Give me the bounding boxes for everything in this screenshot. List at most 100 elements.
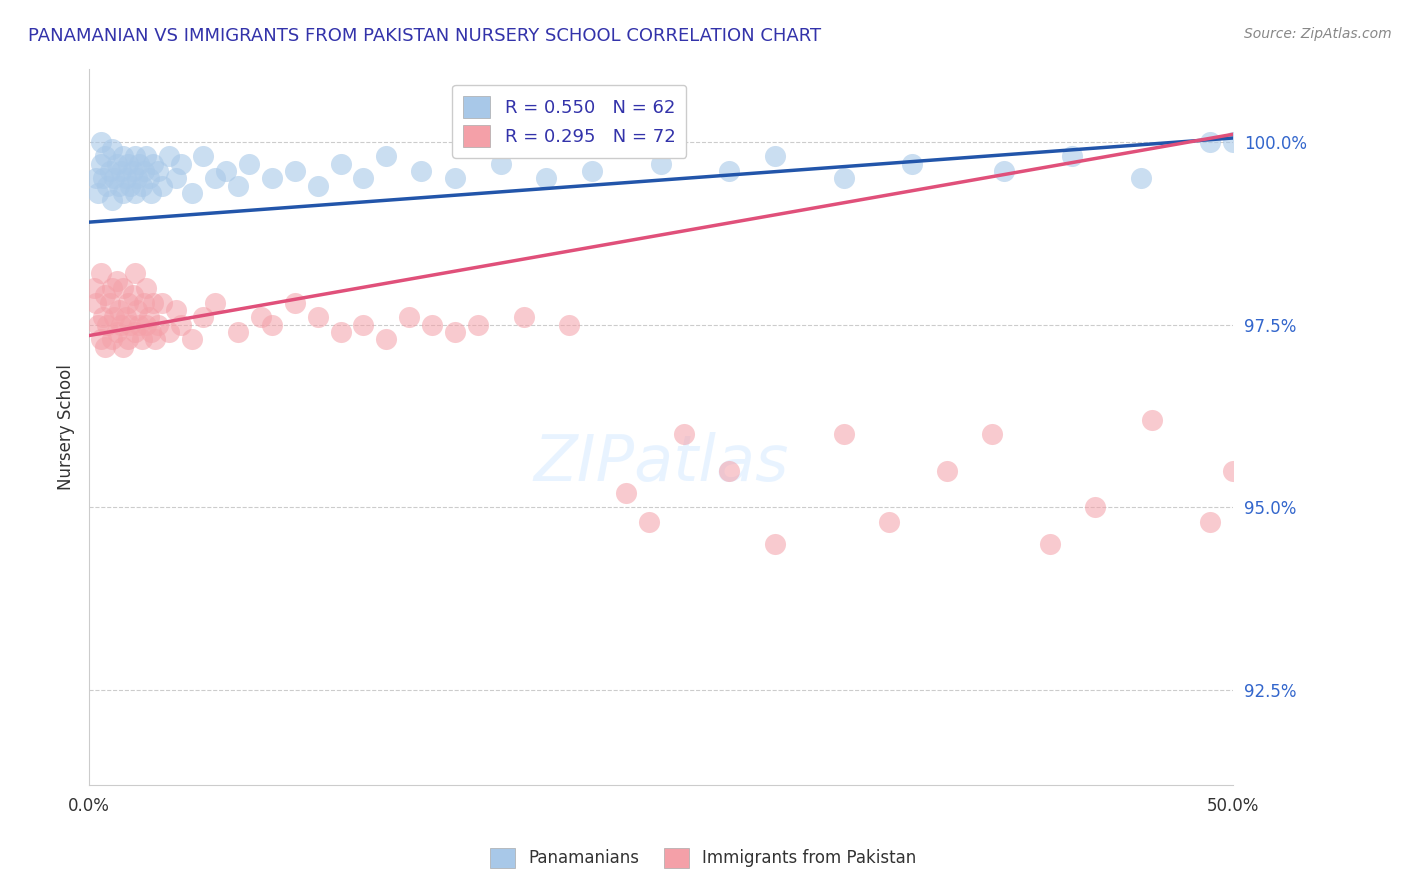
Point [103, 171, 125, 186]
Point [169, 156, 191, 170]
Point [284, 164, 307, 178]
Point [165, 171, 187, 186]
Point [1142, 412, 1164, 426]
Point [98, 295, 121, 310]
Point [204, 295, 226, 310]
Point [981, 427, 1004, 442]
Point [1038, 537, 1060, 551]
Point [558, 318, 581, 332]
Point [94, 149, 117, 163]
Point [375, 332, 398, 346]
Point [204, 171, 226, 186]
Point [121, 164, 143, 178]
Point [132, 295, 155, 310]
Point [1198, 515, 1220, 529]
Point [260, 171, 283, 186]
Point [444, 325, 467, 339]
Point [89, 135, 111, 149]
Point [84, 295, 107, 310]
Point [135, 281, 157, 295]
Point [103, 310, 125, 325]
Point [150, 295, 173, 310]
Point [832, 427, 855, 442]
Point [101, 332, 124, 346]
Point [135, 149, 157, 163]
Point [127, 302, 149, 317]
Point [512, 310, 534, 325]
Point [128, 318, 150, 332]
Point [650, 156, 672, 170]
Point [1198, 135, 1220, 149]
Point [489, 156, 512, 170]
Point [181, 186, 204, 200]
Point [127, 171, 149, 186]
Point [132, 164, 155, 178]
Legend: R = 0.550   N = 62, R = 0.295   N = 72: R = 0.550 N = 62, R = 0.295 N = 72 [453, 85, 686, 158]
Point [87, 318, 110, 332]
Point [638, 515, 661, 529]
Point [135, 318, 157, 332]
Y-axis label: Nursery School: Nursery School [58, 364, 75, 490]
Point [226, 178, 249, 193]
Point [124, 325, 146, 339]
Point [112, 339, 135, 353]
Point [87, 186, 110, 200]
Point [1062, 149, 1084, 163]
Point [120, 178, 142, 193]
Point [993, 164, 1015, 178]
Point [94, 288, 117, 302]
Point [307, 178, 329, 193]
Point [101, 281, 124, 295]
Point [763, 149, 786, 163]
Text: PANAMANIAN VS IMMIGRANTS FROM PAKISTAN NURSERY SCHOOL CORRELATION CHART: PANAMANIAN VS IMMIGRANTS FROM PAKISTAN N… [28, 27, 821, 45]
Point [879, 515, 901, 529]
Point [117, 295, 139, 310]
Point [114, 171, 136, 186]
Point [1222, 135, 1244, 149]
Point [107, 302, 129, 317]
Point [420, 318, 443, 332]
Legend: Panamanians, Immigrants from Pakistan: Panamanians, Immigrants from Pakistan [482, 841, 924, 875]
Point [1130, 171, 1153, 186]
Point [112, 186, 135, 200]
Point [181, 332, 204, 346]
Point [124, 266, 146, 280]
Point [260, 318, 283, 332]
Point [105, 325, 128, 339]
Point [110, 164, 132, 178]
Point [101, 142, 124, 156]
Point [117, 332, 139, 346]
Point [112, 149, 135, 163]
Point [89, 332, 111, 346]
Point [467, 318, 489, 332]
Point [96, 318, 118, 332]
Point [150, 178, 173, 193]
Point [329, 156, 352, 170]
Point [124, 186, 146, 200]
Point [307, 310, 329, 325]
Text: ZIPatlas: ZIPatlas [533, 432, 789, 494]
Point [616, 485, 638, 500]
Point [238, 156, 260, 170]
Point [117, 156, 139, 170]
Point [226, 325, 249, 339]
Point [409, 164, 432, 178]
Point [536, 171, 558, 186]
Point [146, 318, 169, 332]
Point [89, 266, 111, 280]
Point [145, 332, 167, 346]
Point [763, 537, 786, 551]
Point [114, 310, 136, 325]
Point [138, 171, 160, 186]
Point [901, 156, 924, 170]
Point [353, 318, 375, 332]
Point [157, 325, 180, 339]
Point [139, 325, 162, 339]
Point [215, 164, 238, 178]
Point [89, 156, 111, 170]
Point [107, 178, 129, 193]
Point [91, 171, 114, 186]
Point [193, 149, 215, 163]
Point [98, 164, 121, 178]
Point [105, 156, 128, 170]
